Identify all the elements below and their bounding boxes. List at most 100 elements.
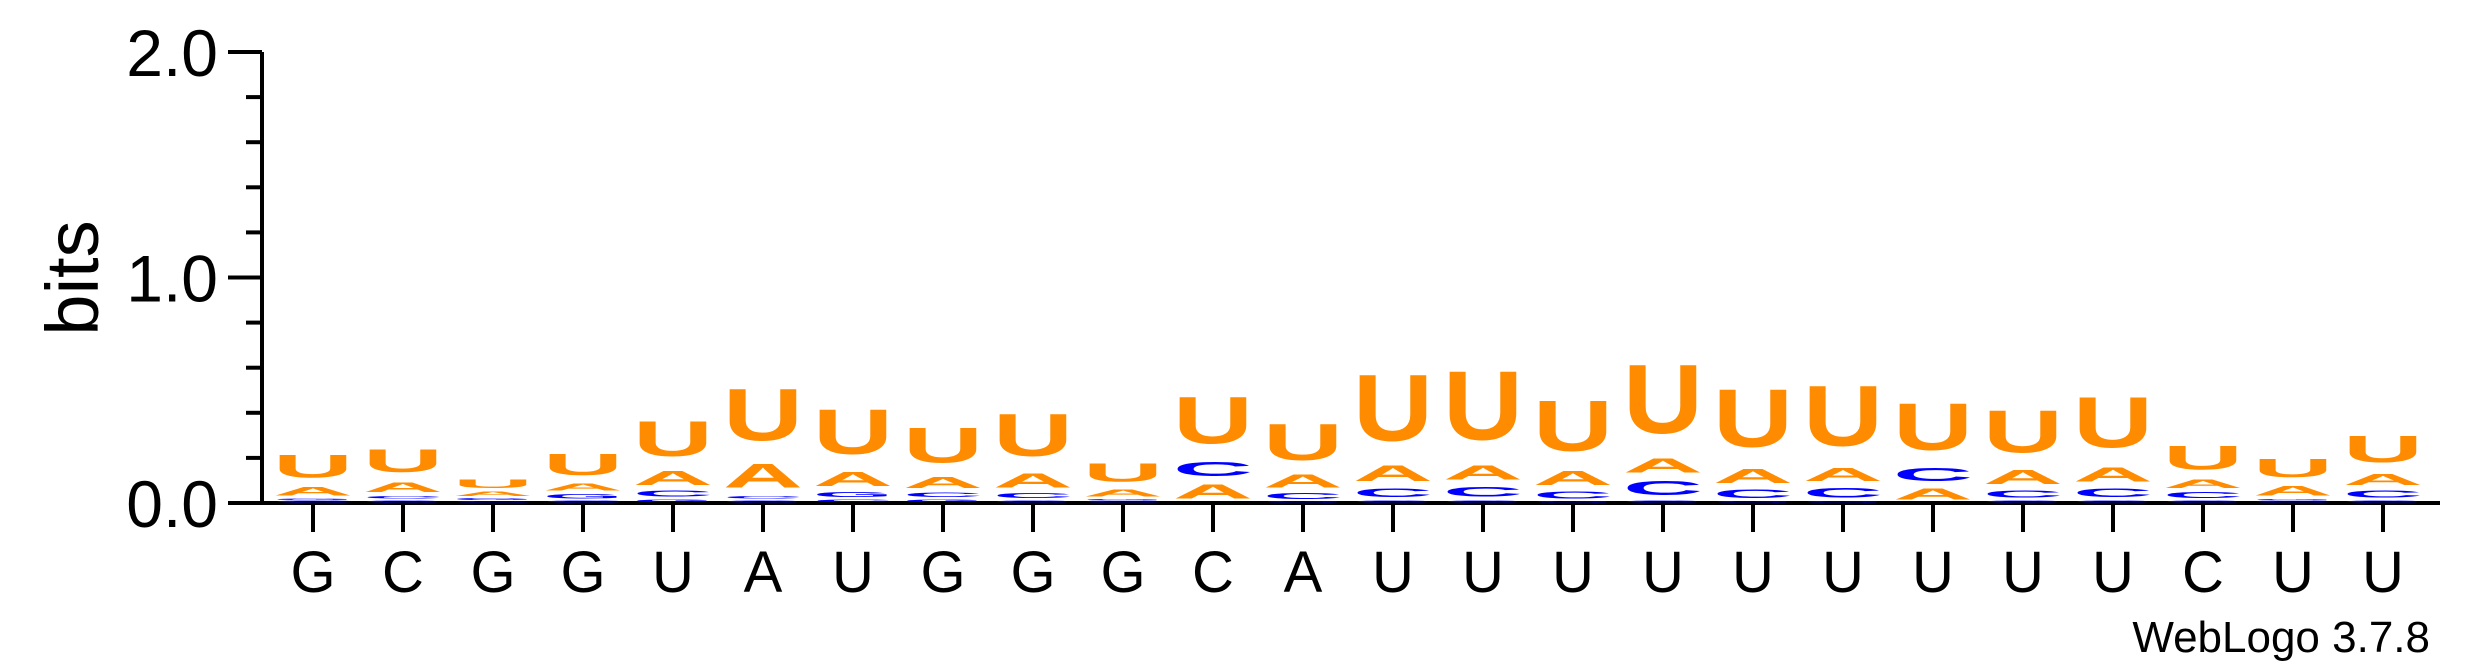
letter-g: G — [993, 500, 1073, 503]
letter-g: G — [273, 498, 353, 500]
letter-c: C — [723, 495, 803, 500]
letter-u: U — [543, 448, 623, 481]
letter-u: U — [1173, 384, 1253, 458]
letter-a: A — [633, 467, 713, 490]
letter-u: U — [1443, 351, 1523, 461]
letter-u: U — [1353, 355, 1433, 461]
letter-a: A — [453, 491, 533, 498]
letter-a: A — [1893, 485, 1973, 503]
letter-a: A — [273, 484, 353, 497]
x-tick-label: U — [832, 540, 874, 605]
letter-c: C — [903, 492, 983, 499]
letter-c: C — [1713, 487, 1793, 500]
letter-u: U — [453, 477, 533, 490]
x-tick-label: U — [1912, 540, 1954, 605]
letter-u: U — [903, 418, 983, 474]
letter-u: U — [1533, 385, 1613, 466]
letter-c: C — [363, 495, 443, 500]
letter-a: A — [723, 457, 803, 495]
x-tick-label: U — [1732, 540, 1774, 605]
x-tick-label: U — [1372, 540, 1414, 605]
x-tick-label: U — [652, 540, 694, 605]
letter-u: U — [1623, 344, 1703, 454]
letter-c: C — [543, 500, 623, 503]
x-tick-label: U — [2272, 540, 2314, 605]
letter-g: G — [723, 500, 803, 503]
letter-a: A — [1083, 487, 1163, 498]
letter-c: C — [1173, 458, 1253, 481]
letter-c: C — [1443, 484, 1523, 500]
letter-c: C — [1893, 465, 1973, 485]
x-tick-label: C — [2182, 540, 2224, 605]
letter-c: C — [1803, 485, 1883, 501]
letter-g: G — [2343, 500, 2423, 503]
letter-a: A — [2343, 470, 2423, 488]
letter-stacks: CGAUGCAUCGAUCGAUGCAUGCAUCGAUGCAUGCAUCGAU… — [273, 344, 2423, 503]
letter-u: U — [1803, 368, 1883, 465]
x-tick-label: G — [920, 540, 965, 605]
x-tick-label: U — [2092, 540, 2134, 605]
letter-u: U — [2253, 454, 2333, 483]
letter-a: A — [1263, 471, 1343, 491]
y-tick-label: 2.0 — [126, 16, 218, 90]
position-11-stack: ACU — [1173, 384, 1253, 503]
letter-u: U — [813, 396, 893, 468]
letter-a: A — [1713, 465, 1793, 488]
letter-g: G — [363, 500, 443, 503]
letter-u: U — [273, 449, 353, 485]
letter-u: U — [1263, 413, 1343, 471]
letter-a: A — [1983, 466, 2063, 489]
letter-a: A — [1803, 465, 1883, 485]
letter-u: U — [2073, 382, 2153, 463]
letter-g: G — [453, 497, 533, 500]
letter-a: A — [1623, 454, 1703, 477]
letter-c: C — [453, 501, 533, 503]
letter-c: C — [2343, 488, 2423, 499]
letter-g: G — [1533, 501, 1613, 503]
letter-u: U — [1083, 458, 1163, 487]
letter-u: U — [363, 443, 443, 479]
x-tick-label: G — [560, 540, 605, 605]
x-tick-label: C — [382, 540, 424, 605]
letter-g: G — [1983, 500, 2063, 503]
x-tick-label: G — [470, 540, 515, 605]
letter-g: G — [1803, 501, 1883, 503]
letter-a: A — [543, 482, 623, 493]
x-tick-label: U — [1552, 540, 1594, 605]
letter-g: G — [633, 499, 713, 503]
letter-c: C — [633, 489, 713, 498]
letter-a: A — [2163, 477, 2243, 490]
x-tick-label: G — [290, 540, 335, 605]
letter-a: A — [993, 469, 1073, 492]
y-tick-label: 1.0 — [126, 242, 218, 316]
letter-a: A — [1353, 461, 1433, 486]
letter-g: G — [1083, 499, 1163, 501]
letter-u: U — [1983, 398, 2063, 466]
letter-c: C — [1083, 501, 1163, 503]
letter-c: C — [813, 498, 893, 503]
letter-g: G — [1623, 500, 1703, 503]
position-19-stack: ACU — [1893, 390, 1973, 503]
letter-c: C — [993, 492, 1073, 500]
letter-a: A — [813, 468, 893, 491]
letter-c: C — [1353, 486, 1433, 499]
